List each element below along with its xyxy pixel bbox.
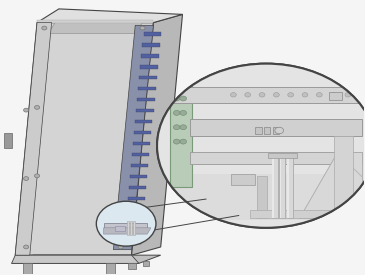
FancyBboxPatch shape [127,208,144,211]
Polygon shape [12,255,139,263]
Circle shape [180,96,187,101]
Bar [255,127,262,134]
FancyBboxPatch shape [138,87,155,90]
Circle shape [173,139,180,144]
Circle shape [118,245,123,249]
Bar [142,261,149,266]
Circle shape [275,127,284,134]
FancyBboxPatch shape [133,142,150,145]
Polygon shape [15,23,153,255]
Circle shape [35,106,39,109]
Circle shape [42,26,47,30]
FancyBboxPatch shape [135,120,153,123]
Bar [170,72,192,187]
Bar [334,136,353,218]
FancyBboxPatch shape [140,65,158,68]
Circle shape [180,125,187,130]
Bar [257,176,267,218]
Circle shape [180,111,187,115]
Polygon shape [37,9,182,23]
Circle shape [173,96,180,101]
Bar [287,154,289,218]
Circle shape [316,93,322,97]
Circle shape [24,177,29,180]
Circle shape [96,201,156,246]
Circle shape [173,82,180,87]
FancyBboxPatch shape [128,186,146,189]
Bar [272,154,274,218]
Bar [264,127,270,134]
Polygon shape [299,152,362,218]
Polygon shape [48,23,142,34]
FancyBboxPatch shape [132,153,149,156]
FancyBboxPatch shape [142,43,160,47]
Circle shape [140,26,145,30]
FancyBboxPatch shape [123,240,141,244]
Circle shape [288,93,293,97]
Bar [231,174,255,185]
FancyBboxPatch shape [131,164,148,167]
FancyBboxPatch shape [143,32,161,36]
Polygon shape [104,228,151,234]
FancyBboxPatch shape [134,131,151,134]
Bar [4,133,12,148]
Bar [127,221,129,235]
Circle shape [180,82,187,87]
Bar [279,154,285,218]
Bar [287,154,293,218]
Bar [130,221,132,235]
Circle shape [273,93,279,97]
Circle shape [173,111,180,115]
Bar [170,87,362,103]
Bar [104,223,147,228]
FancyBboxPatch shape [127,197,145,200]
Circle shape [157,64,365,228]
Bar [280,154,281,218]
Bar [170,174,362,219]
Circle shape [302,93,308,97]
Bar [157,64,365,228]
Bar [329,92,342,100]
Bar [23,263,32,274]
Polygon shape [132,14,182,255]
FancyBboxPatch shape [136,109,154,112]
Circle shape [259,93,265,97]
Circle shape [180,139,187,144]
FancyBboxPatch shape [141,54,159,57]
FancyBboxPatch shape [130,175,147,178]
Polygon shape [114,25,153,250]
Circle shape [331,93,337,97]
Polygon shape [37,20,153,23]
Circle shape [345,93,351,97]
FancyBboxPatch shape [137,98,155,101]
Circle shape [173,125,180,130]
Bar [190,152,362,164]
Bar [133,221,135,235]
Polygon shape [12,255,161,263]
Bar [115,226,125,230]
FancyBboxPatch shape [124,229,142,233]
Bar [250,210,359,218]
Bar [128,263,136,269]
Bar [190,119,362,136]
Bar [272,154,278,218]
Circle shape [24,108,29,112]
Bar [273,127,279,134]
Circle shape [24,245,29,249]
FancyBboxPatch shape [139,76,157,79]
Bar [268,153,297,158]
Bar [106,263,115,274]
Circle shape [230,93,236,97]
Circle shape [245,93,251,97]
FancyBboxPatch shape [126,219,143,222]
Circle shape [35,174,39,178]
Polygon shape [15,23,51,255]
